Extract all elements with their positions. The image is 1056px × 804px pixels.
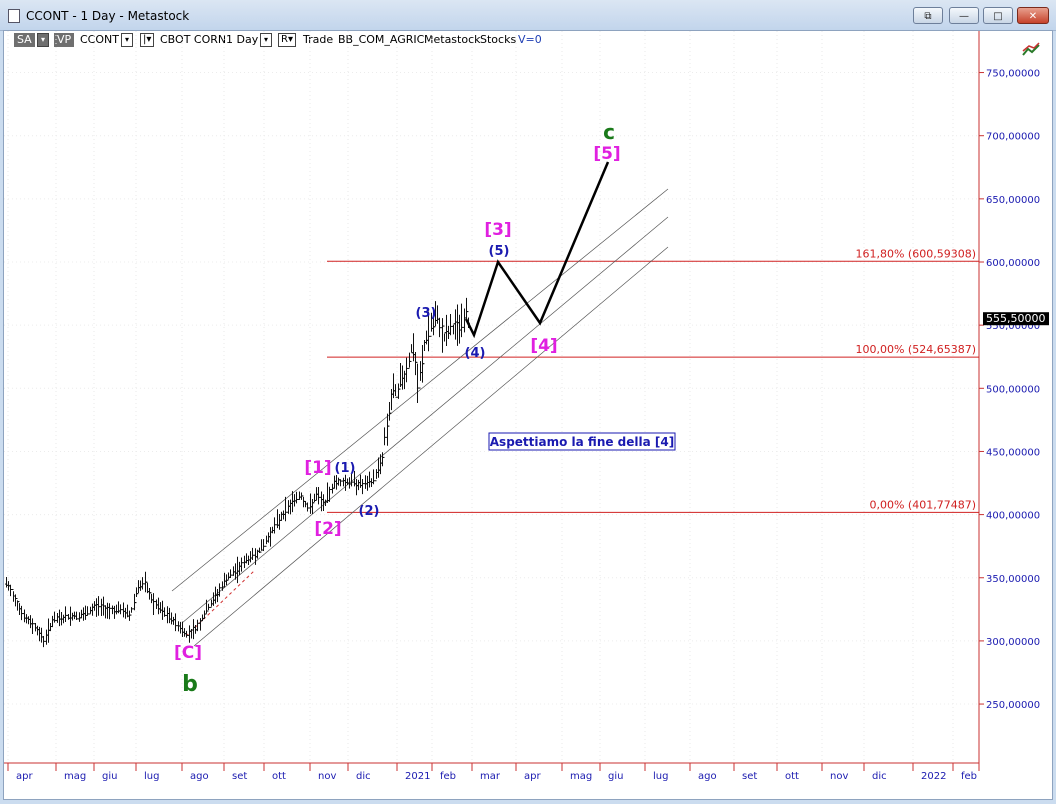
month-label: apr xyxy=(16,771,33,782)
restore-chart-button[interactable]: ⧉ xyxy=(913,7,943,24)
window-title-bar[interactable]: CCONT - 1 Day - Metastock ⧉ — □ ✕ xyxy=(0,0,1056,31)
annotation-box: Aspettiamo la fine della [4] xyxy=(488,432,676,451)
current-price-tag: 555,50000 xyxy=(983,312,1049,326)
wave-label-two-major: [2] xyxy=(314,519,341,539)
month-label: feb xyxy=(961,771,977,782)
channel-line xyxy=(181,216,669,624)
sa-dropdown[interactable]: ▾ xyxy=(37,33,49,47)
trade-label: Trade xyxy=(303,33,334,46)
month-label: 2022 xyxy=(921,771,946,782)
month-label: lug xyxy=(653,771,668,782)
month-label: 2021 xyxy=(405,771,430,782)
price-label: 450,00000 xyxy=(986,447,1040,458)
price-label: 300,00000 xyxy=(986,637,1040,648)
price-label: 750,00000 xyxy=(986,69,1040,80)
type-label: Stocks xyxy=(480,33,517,46)
price-label: 650,00000 xyxy=(986,195,1040,206)
period-dropdown[interactable]: ▾ xyxy=(260,33,272,47)
wave-projection xyxy=(464,161,610,339)
chart-window: SA ▾ VP CCONT ▾ |▾ CBOT CORN 1 Day ▾ R▾ … xyxy=(3,30,1053,800)
symbol-dropdown[interactable]: ▾ xyxy=(121,33,133,47)
price-axis: 750,00000 700,00000 650,00000 600,00000 550,… xyxy=(979,69,1040,711)
r-button[interactable]: R▾ xyxy=(278,33,296,47)
instrument-button[interactable]: |▾ xyxy=(140,33,155,47)
month-label: set xyxy=(232,771,247,782)
vertical-grid xyxy=(7,31,954,763)
price-bars xyxy=(5,297,470,648)
close-button[interactable]: ✕ xyxy=(1017,7,1049,24)
wave-label-two-minor: (2) xyxy=(359,504,380,519)
price-label: 500,00000 xyxy=(986,384,1040,395)
exchange-label: BB_COM_AGRIC xyxy=(338,33,425,46)
horizontal-grid xyxy=(4,72,979,705)
month-label: dic xyxy=(872,771,887,782)
wave-label-c: c xyxy=(603,120,615,144)
description-label: CBOT CORN xyxy=(160,33,227,46)
wave-label-one-major: [1] xyxy=(304,458,331,478)
chart-toolbar: SA ▾ VP CCONT ▾ |▾ CBOT CORN 1 Day ▾ R▾ … xyxy=(4,31,1052,48)
window-title: CCONT - 1 Day - Metastock xyxy=(26,9,190,23)
fib-level-label: 161,80% (600,59308) xyxy=(855,247,976,260)
month-label: nov xyxy=(318,771,336,782)
volume-label: V=0 xyxy=(518,33,542,46)
minimize-button[interactable]: — xyxy=(949,7,979,24)
month-axis: apr mag giu lug ago set ott nov dic 2021 feb mar apr… xyxy=(7,763,977,782)
annotation-text: Aspettiamo la fine della [4] xyxy=(490,435,674,449)
svg-text:555,50000: 555,50000 xyxy=(986,312,1046,325)
month-label: ott xyxy=(272,771,286,782)
month-label: lug xyxy=(144,771,159,782)
month-label: mar xyxy=(480,771,501,782)
vp-button[interactable]: VP xyxy=(54,33,75,47)
wave-label-c-bracket: [C] xyxy=(174,643,202,663)
price-label: 400,00000 xyxy=(986,511,1040,522)
document-icon xyxy=(8,9,20,23)
month-label: dic xyxy=(356,771,371,782)
wave-label-three-major: [3] xyxy=(484,220,511,240)
fibonacci-levels: 161,80% (600,59308) 100,00% (524,65387) 0,… xyxy=(327,247,979,513)
month-label: nov xyxy=(830,771,848,782)
price-label: 550,00000 xyxy=(986,321,1040,332)
month-label: ago xyxy=(190,771,209,782)
wave-label-four-major: [4] xyxy=(530,336,557,356)
channel-line xyxy=(193,246,669,647)
channel-dashed-line xyxy=(185,570,255,637)
month-label: ago xyxy=(698,771,717,782)
maximize-button[interactable]: □ xyxy=(983,7,1013,24)
indicator-icon[interactable] xyxy=(1022,42,1040,57)
source-label: Metastock xyxy=(424,33,481,46)
projected-wave-line xyxy=(464,161,610,339)
wave-label-five-major: [5] xyxy=(593,144,620,164)
channel-line xyxy=(171,188,669,592)
wave-label-b: b xyxy=(182,672,198,697)
wave-label-three-minor: (3) xyxy=(416,306,437,321)
price-label: 700,00000 xyxy=(986,132,1040,143)
month-label: set xyxy=(742,771,757,782)
price-label: 250,00000 xyxy=(986,700,1040,711)
month-label: giu xyxy=(102,771,117,782)
fib-level-label: 0,00% (401,77487) xyxy=(869,498,976,511)
sa-button[interactable]: SA xyxy=(14,33,35,47)
wave-label-four-minor: (4) xyxy=(465,346,486,361)
trend-channel xyxy=(171,188,669,647)
price-label: 600,00000 xyxy=(986,258,1040,269)
month-label: ott xyxy=(785,771,799,782)
month-label: feb xyxy=(440,771,456,782)
symbol-label: CCONT xyxy=(80,33,119,46)
price-label: 350,00000 xyxy=(986,574,1040,585)
wave-label-one-minor: (1) xyxy=(335,461,356,476)
month-label: giu xyxy=(608,771,623,782)
wave-label-five-minor: (5) xyxy=(489,244,510,259)
price-chart[interactable]: apr mag giu lug ago set ott nov dic 2021 feb mar apr… xyxy=(4,31,1053,800)
month-label: mag xyxy=(64,771,86,782)
month-label: apr xyxy=(524,771,541,782)
period-label: 1 Day xyxy=(226,33,259,46)
month-label: mag xyxy=(570,771,592,782)
fib-level-label: 100,00% (524,65387) xyxy=(855,343,976,356)
